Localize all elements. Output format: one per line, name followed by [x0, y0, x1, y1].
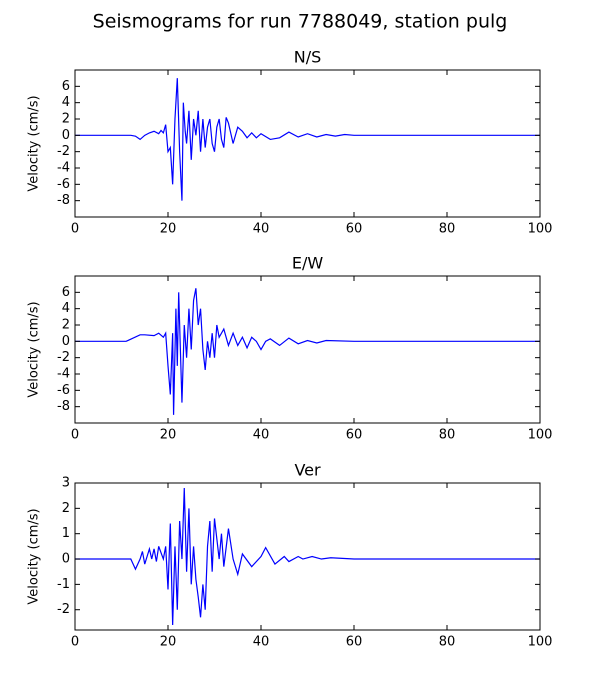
x-tick-label: 80	[439, 222, 456, 237]
y-tick-label: -2	[57, 602, 70, 617]
x-tick-label: 20	[160, 635, 177, 650]
y-tick-label: -2	[57, 144, 70, 159]
x-tick-label: 20	[160, 222, 177, 237]
y-tick-label: -8	[57, 399, 70, 414]
y-tick-label: -2	[57, 350, 70, 365]
y-axis-label: Velocity (cm/s)	[27, 95, 42, 191]
x-tick-label: 0	[71, 635, 79, 650]
y-axis-label: Velocity (cm/s)	[27, 301, 42, 397]
y-tick-label: 2	[62, 318, 70, 333]
y-tick-label: 2	[62, 501, 70, 516]
subplot-title: N/S	[294, 48, 322, 67]
x-tick-label: 0	[71, 222, 79, 237]
y-tick-label: -6	[57, 383, 70, 398]
y-tick-label: -1	[57, 577, 70, 592]
x-tick-label: 40	[253, 428, 270, 443]
x-tick-label: 0	[71, 428, 79, 443]
x-tick-label: 100	[528, 635, 553, 650]
y-tick-label: 4	[62, 95, 70, 110]
axes-frame	[74, 275, 541, 424]
x-tick-label: 80	[439, 635, 456, 650]
y-tick-label: 6	[62, 79, 70, 94]
y-tick-label: 6	[62, 285, 70, 300]
seismogram-line	[75, 488, 540, 625]
y-tick-label: -4	[57, 367, 70, 382]
x-tick-label: 20	[160, 428, 177, 443]
y-tick-label: -4	[57, 161, 70, 176]
x-tick-label: 60	[346, 428, 363, 443]
x-tick-label: 100	[528, 428, 553, 443]
subplot-title: Ver	[294, 461, 321, 480]
subplot-title: E/W	[292, 254, 324, 273]
y-tick-label: -6	[57, 177, 70, 192]
x-tick-label: 60	[346, 222, 363, 237]
seismogram-line	[75, 78, 540, 201]
seismogram-line	[75, 288, 540, 415]
y-tick-label: 0	[62, 334, 70, 349]
figure-title: Seismograms for run 7788049, station pul…	[93, 11, 508, 33]
x-tick-label: 80	[439, 428, 456, 443]
axes-frame	[74, 69, 541, 218]
y-tick-label: 4	[62, 301, 70, 316]
y-tick-label: 1	[62, 526, 70, 541]
y-axis-label: Velocity (cm/s)	[27, 508, 42, 604]
x-tick-label: 100	[528, 222, 553, 237]
x-tick-label: 40	[253, 635, 270, 650]
y-tick-label: -8	[57, 193, 70, 208]
x-tick-label: 60	[346, 635, 363, 650]
axes-frame	[74, 482, 541, 631]
y-tick-label: 3	[62, 476, 70, 491]
y-tick-label: 2	[62, 112, 70, 127]
y-tick-label: 0	[62, 128, 70, 143]
y-tick-label: 0	[62, 552, 70, 567]
x-tick-label: 40	[253, 222, 270, 237]
